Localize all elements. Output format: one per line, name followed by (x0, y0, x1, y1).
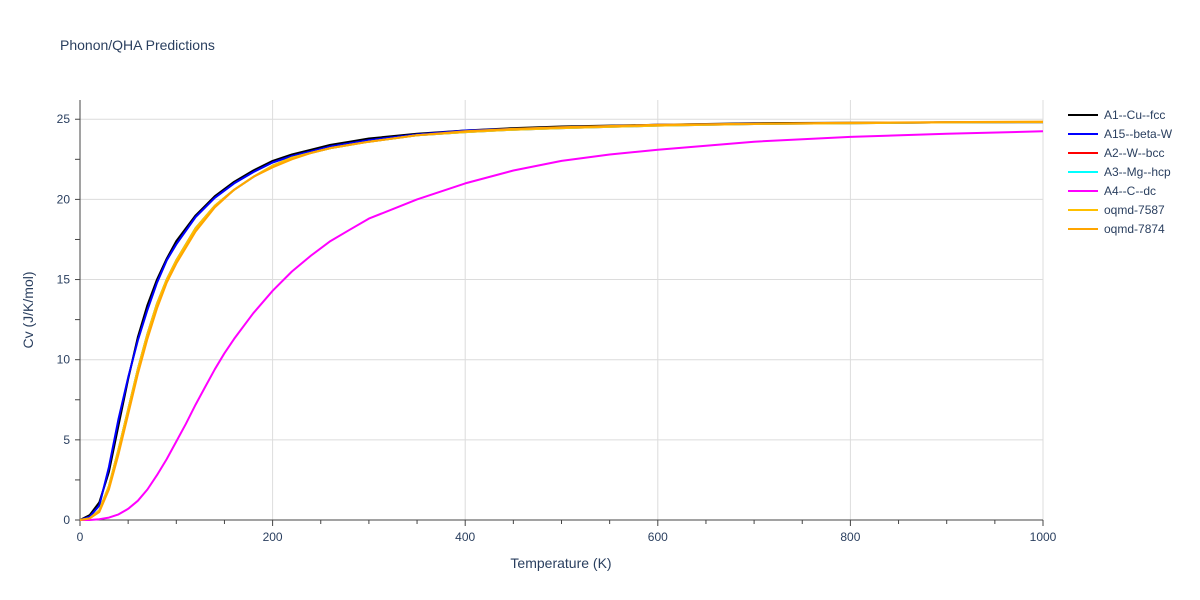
y-tick-label: 25 (57, 112, 71, 126)
y-tick-label: 20 (57, 192, 71, 206)
legend-item[interactable]: A3--Mg--hcp (1068, 165, 1171, 179)
series-line (80, 130, 1044, 521)
y-axis-label: Cv (J/K/mol) (20, 272, 36, 349)
y-tick-label: 10 (57, 353, 71, 367)
legend-item[interactable]: A1--Cu--fcc (1068, 108, 1165, 122)
series-line (79, 121, 1044, 521)
legend-label: A2--W--bcc (1104, 146, 1164, 160)
plot-lines (79, 120, 1044, 521)
legend-label: oqmd-7587 (1104, 203, 1165, 217)
legend-label: A3--Mg--hcp (1104, 165, 1171, 179)
y-tick-label: 15 (57, 273, 71, 287)
legend-item[interactable]: oqmd-7587 (1068, 203, 1165, 217)
series-line (79, 121, 1044, 521)
legend-item[interactable]: A15--beta-W (1068, 127, 1173, 141)
series-line (79, 121, 1044, 521)
legend-label: oqmd-7874 (1104, 222, 1165, 236)
grid (80, 100, 1044, 520)
legend[interactable]: A1--Cu--fcc A15--beta-W A2--W--bcc A3--Mg--… (1068, 108, 1173, 236)
x-tick-label: 800 (840, 530, 860, 544)
x-tick-label: 400 (455, 530, 475, 544)
x-axis-label: Temperature (K) (510, 555, 611, 571)
x-tick-label: 1000 (1030, 530, 1057, 544)
x-tick-label: 0 (77, 530, 84, 544)
legend-label: A4--C--dc (1104, 184, 1156, 198)
legend-item[interactable]: oqmd-7874 (1068, 222, 1165, 236)
legend-item[interactable]: A4--C--dc (1068, 184, 1156, 198)
legend-item[interactable]: A2--W--bcc (1068, 146, 1164, 160)
x-tick-label: 200 (263, 530, 283, 544)
x-tick-label: 600 (648, 530, 668, 544)
legend-label: A15--beta-W (1104, 127, 1173, 141)
series-line (79, 121, 1044, 521)
series-line (79, 121, 1044, 521)
chart-title: Phonon/QHA Predictions (60, 37, 215, 53)
legend-label: A1--Cu--fcc (1104, 108, 1165, 122)
series-line (79, 120, 1044, 521)
axes: 0 200 400 600 800 1000 0 5 10 15 20 25 (57, 100, 1057, 544)
y-tick-label: 5 (63, 433, 70, 447)
y-tick-label: 0 (63, 513, 70, 527)
